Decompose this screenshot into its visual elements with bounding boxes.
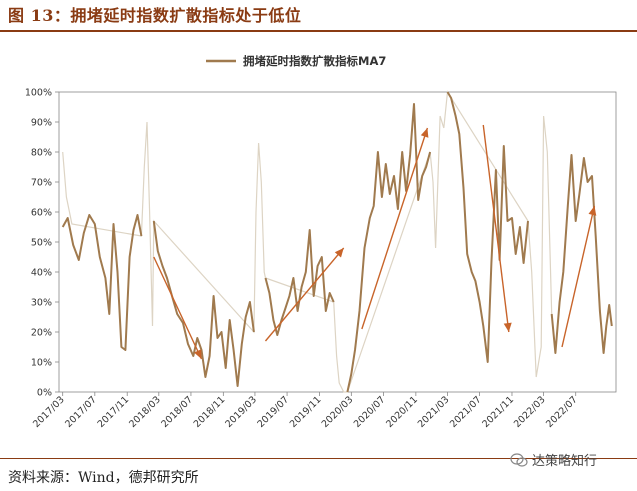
- y-tick-label: 50%: [31, 238, 52, 249]
- x-tick-label: 2020/07: [352, 394, 388, 430]
- x-tick-label: 2017/07: [63, 394, 99, 430]
- trend-arrow-head: [334, 248, 344, 258]
- trend-arrow-shaft: [153, 256, 203, 360]
- legend-label: 拥堵延时指数扩散指标MA7: [243, 54, 386, 68]
- legend: 拥堵延时指数扩散指标MA7: [206, 54, 386, 68]
- x-tick-label: 2020/11: [384, 394, 420, 430]
- y-tick-label: 80%: [31, 148, 52, 159]
- series-segment: [446, 91, 529, 363]
- x-tick-label: 2018/11: [192, 394, 228, 430]
- trend-arrow-head: [194, 349, 202, 359]
- x-tick-label: 2019/07: [256, 394, 292, 430]
- series-segment: [152, 220, 255, 387]
- x-tick-label: 2021/03: [416, 394, 452, 430]
- y-tick-label: 20%: [31, 328, 52, 339]
- y-tick-label: 90%: [31, 118, 52, 129]
- y-tick-label: 40%: [31, 268, 52, 279]
- source-note: 资料来源：Wind，德邦研究所: [8, 470, 199, 486]
- y-tick-label: 100%: [25, 88, 52, 99]
- x-tick-label: 2019/03: [223, 394, 259, 430]
- background-trace-line: [62, 90, 553, 393]
- trend-arrow-head: [588, 206, 597, 216]
- x-tick-label: 2021/11: [480, 394, 516, 430]
- x-tick-label: 2019/11: [288, 394, 324, 430]
- title-rule: [0, 30, 637, 32]
- trend-arrow-head: [420, 128, 429, 138]
- x-tick-label: 2018/07: [159, 394, 195, 430]
- y-tick-label: 60%: [31, 208, 52, 219]
- series-segment: [264, 229, 335, 336]
- y-tick-label: 0%: [37, 388, 52, 399]
- y-tick-label: 30%: [31, 298, 52, 309]
- trend-arrows: [153, 124, 597, 360]
- plot-area: [58, 91, 617, 393]
- trend-arrow-shaft: [361, 127, 429, 330]
- series-segment: [61, 214, 143, 351]
- x-axis: 2017/032017/072017/112018/032018/072018/…: [31, 392, 580, 430]
- bottom-rule: [0, 458, 637, 459]
- background-trace: [62, 90, 553, 393]
- series-segment: [550, 154, 613, 354]
- x-tick-label: 2021/07: [448, 394, 484, 430]
- figure-title: 图 13：拥堵延时指数扩散指标处于低位: [8, 6, 302, 25]
- watermark-text: 达策略知行: [532, 454, 598, 469]
- y-tick-label: 10%: [31, 358, 52, 369]
- trend-arrow-shaft: [561, 205, 596, 348]
- wechat-icon: [510, 453, 528, 467]
- x-tick-label: 2017/11: [96, 394, 132, 430]
- chart: 拥堵延时指数扩散指标MA7 0% 10% 20% 30% 40% 50% 60% 70% 80%…: [25, 54, 617, 430]
- y-axis: 0% 10% 20% 30% 40% 50% 60% 70% 80% 90% 100%: [25, 88, 59, 399]
- x-tick-label: 2017/03: [31, 394, 67, 430]
- watermark: 达策略知行: [510, 450, 597, 469]
- y-tick-label: 70%: [31, 178, 52, 189]
- x-tick-label: 2020/03: [320, 394, 356, 430]
- trend-arrow-shaft: [264, 247, 345, 342]
- series-segment: [346, 103, 432, 393]
- x-tick-label: 2018/03: [127, 394, 163, 430]
- x-tick-label: 2022/07: [544, 394, 580, 430]
- trend-arrow-shaft: [482, 124, 510, 333]
- x-tick-label: 2022/03: [512, 394, 548, 430]
- trend-arrow-head: [503, 322, 512, 332]
